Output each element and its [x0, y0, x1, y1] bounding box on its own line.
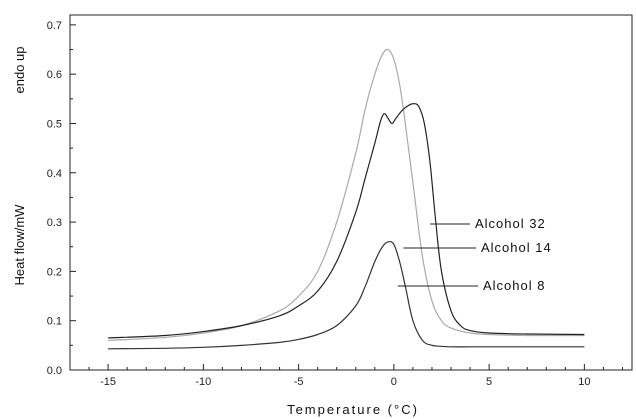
- y-tick-label: 0.6: [47, 69, 62, 81]
- x-tick-label: 10: [578, 376, 590, 388]
- series-line-alcohol-14: [108, 48, 585, 342]
- series-layer: [108, 48, 585, 350]
- annotation-label: Alcohol 32: [475, 216, 546, 231]
- y-tick-label: 0.7: [47, 20, 62, 32]
- annotation-label: Alcohol 14: [481, 240, 552, 255]
- annotation-layer: Alcohol 32 Alcohol 14 Alcohol 8: [397, 216, 552, 293]
- y-tick-label: 0.4: [47, 168, 62, 180]
- series-line-alcohol-32: [108, 103, 585, 339]
- annotation-label: Alcohol 8: [483, 278, 545, 293]
- y-tick-label: 0.5: [47, 118, 62, 130]
- y-tick-label: 0.3: [47, 217, 62, 229]
- series-line-alcohol-8: [108, 240, 585, 350]
- y-axis-subtitle: endo up: [12, 47, 27, 94]
- x-axis-title: Temperature (°C): [287, 402, 419, 417]
- y-tick-label: 0.0: [47, 365, 62, 377]
- y-tick-label: 0.1: [47, 316, 62, 328]
- x-tick-label: -15: [100, 376, 116, 388]
- plot-frame: [69, 14, 633, 371]
- plot-border: [69, 14, 633, 371]
- x-tick-label: 0: [391, 376, 397, 388]
- y-axis-title: Heat flow/mW: [12, 204, 27, 286]
- x-tick-label: -5: [294, 376, 304, 388]
- y-axis-ticks: 0.0 0.1 0.2 0.3 0.4 0.5 0.6 0.7: [47, 20, 76, 377]
- x-tick-label: 5: [486, 376, 492, 388]
- x-axis-ticks: -15 -10 -5 0 5 10: [69, 364, 623, 388]
- x-tick-label: -10: [195, 376, 211, 388]
- y-tick-label: 0.2: [47, 266, 62, 278]
